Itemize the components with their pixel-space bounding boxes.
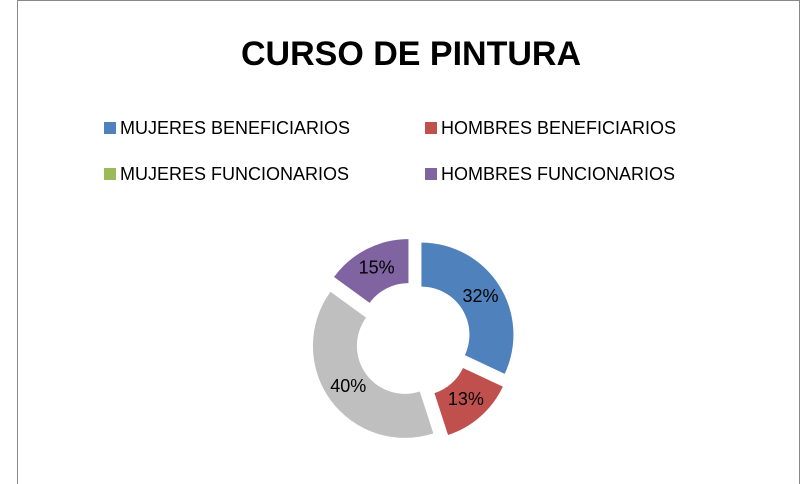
legend-swatch [425, 122, 437, 134]
legend-label: MUJERES BENEFICIARIOS [120, 118, 350, 138]
legend-swatch [104, 168, 116, 180]
data-label: 32% [463, 286, 499, 306]
doughnut-segment [421, 242, 514, 374]
legend-swatch [425, 168, 437, 180]
data-label: 40% [330, 376, 366, 396]
data-label: 13% [448, 389, 484, 409]
doughnut-segment [434, 367, 503, 435]
legend-label: HOMBRES BENEFICIARIOS [441, 118, 676, 138]
legend-label: MUJERES FUNCIONARIOS [120, 164, 349, 184]
legend-swatch [104, 122, 116, 134]
data-label: 15% [359, 257, 395, 277]
legend-label: HOMBRES FUNCIONARIOS [441, 164, 675, 184]
chart-title: CURSO DE PINTURA [241, 35, 581, 73]
doughnut-segment [334, 239, 409, 303]
doughnut-segment [312, 291, 434, 438]
